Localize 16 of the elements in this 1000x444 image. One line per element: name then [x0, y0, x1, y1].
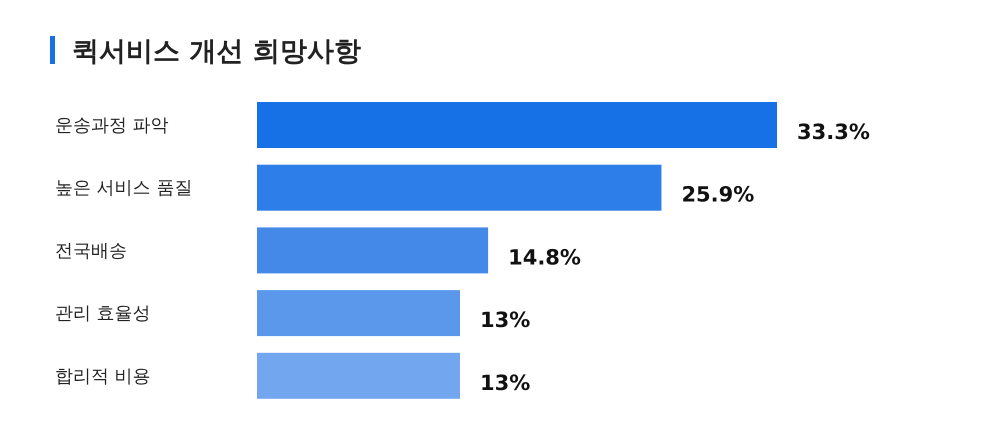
chart-title: 퀵서비스 개선 희망사항 [72, 36, 361, 67]
bar [257, 290, 460, 336]
bar [257, 352, 460, 399]
data-label: 25.9% [681, 182, 754, 207]
data-label: 33.3% [797, 120, 870, 144]
y-tick-label: 운송과정 파악 [55, 115, 169, 136]
bar [257, 227, 488, 274]
y-tick-label: 합리적 비용 [55, 366, 151, 387]
y-tick-label: 전국배송 [55, 240, 127, 262]
y-tick-label: 관리 효율성 [55, 303, 151, 324]
bar [257, 102, 777, 148]
data-label: 13% [480, 308, 530, 332]
bar [257, 164, 662, 211]
y-tick-label: 높은 서비스 품질 [55, 178, 192, 199]
data-label: 14.8% [508, 245, 581, 270]
data-label: 13% [480, 370, 530, 395]
